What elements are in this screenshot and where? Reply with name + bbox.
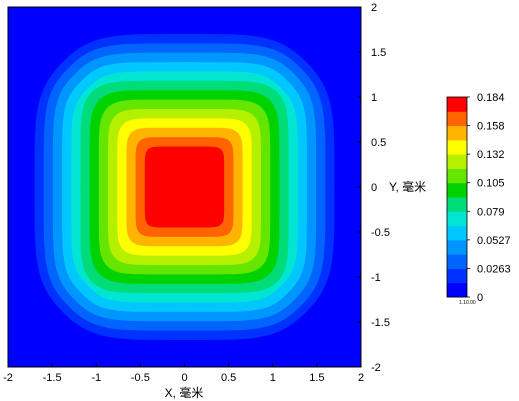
colorbar-swatch [447, 111, 467, 127]
y-tick-label: -1.5 [371, 317, 390, 329]
y-tick-label: -2 [371, 362, 381, 374]
x-tick-label: 2 [358, 372, 364, 384]
x-tick-label: 0.5 [221, 372, 236, 384]
colorbar-frame [446, 96, 468, 298]
y-tick-label: 2 [371, 2, 377, 14]
x-tick-label: -2 [3, 372, 13, 384]
colorbar-label: 0.0263 [477, 263, 511, 275]
x-tick-label: 1 [270, 372, 276, 384]
colorbar-label: 0.079 [477, 206, 505, 218]
axes: -2 -1.5 -1 -0.5 0 0.5 1 1.5 2 -2 -1.5 -1 -0.5 0 0.5 1 1.… [3, 2, 390, 384]
colorbar-swatch [447, 97, 467, 112]
colorbar-label: 0.105 [477, 178, 505, 190]
colorbar-note: 1.10.00 [459, 300, 476, 306]
colorbar-swatch [447, 139, 467, 155]
y-tick-label: -0.5 [371, 227, 390, 239]
y-tick-label: 0 [371, 182, 377, 194]
colorbar-label: 0.132 [477, 149, 505, 161]
colorbar-swatch [447, 168, 467, 184]
x-tick-label: 0 [181, 372, 187, 384]
colorbar: 0.184 0.158 0.132 0.105 0.079 0.0527 0.0263 01.… [446, 92, 511, 306]
y-tick-label: -1 [371, 272, 381, 284]
colorbar-swatch [447, 225, 467, 241]
y-tick-label: 1 [371, 92, 377, 104]
colorbar-swatch [447, 282, 467, 298]
colorbar-label: 0.184 [477, 92, 505, 104]
colorbar-swatch [447, 182, 467, 198]
x-tick-label: -1.5 [43, 372, 62, 384]
contour-band-13 [144, 146, 225, 228]
colorbar-swatch [447, 154, 467, 169]
x-tick-label: -1 [91, 372, 101, 384]
colorbar-swatch [447, 268, 467, 284]
y-tick-label: 0.5 [371, 137, 386, 149]
colorbar-swatch [447, 125, 467, 141]
x-axis-title: X, 毫米 [165, 385, 204, 400]
colorbar-swatch [447, 254, 467, 269]
colorbar-swatch [447, 197, 467, 212]
contour-field [8, 7, 361, 367]
y-tick-label: 1.5 [371, 47, 386, 59]
y-axis-title: Y, 毫米 [389, 179, 426, 194]
x-tick-label: 1.5 [309, 372, 324, 384]
colorbar-swatch [447, 211, 467, 227]
colorbar-label: 0 [477, 292, 483, 304]
x-tick-label: -0.5 [131, 372, 150, 384]
colorbar-label: 0.0527 [477, 235, 511, 247]
colorbar-label: 0.158 [477, 121, 505, 133]
colorbar-swatch [447, 239, 467, 255]
